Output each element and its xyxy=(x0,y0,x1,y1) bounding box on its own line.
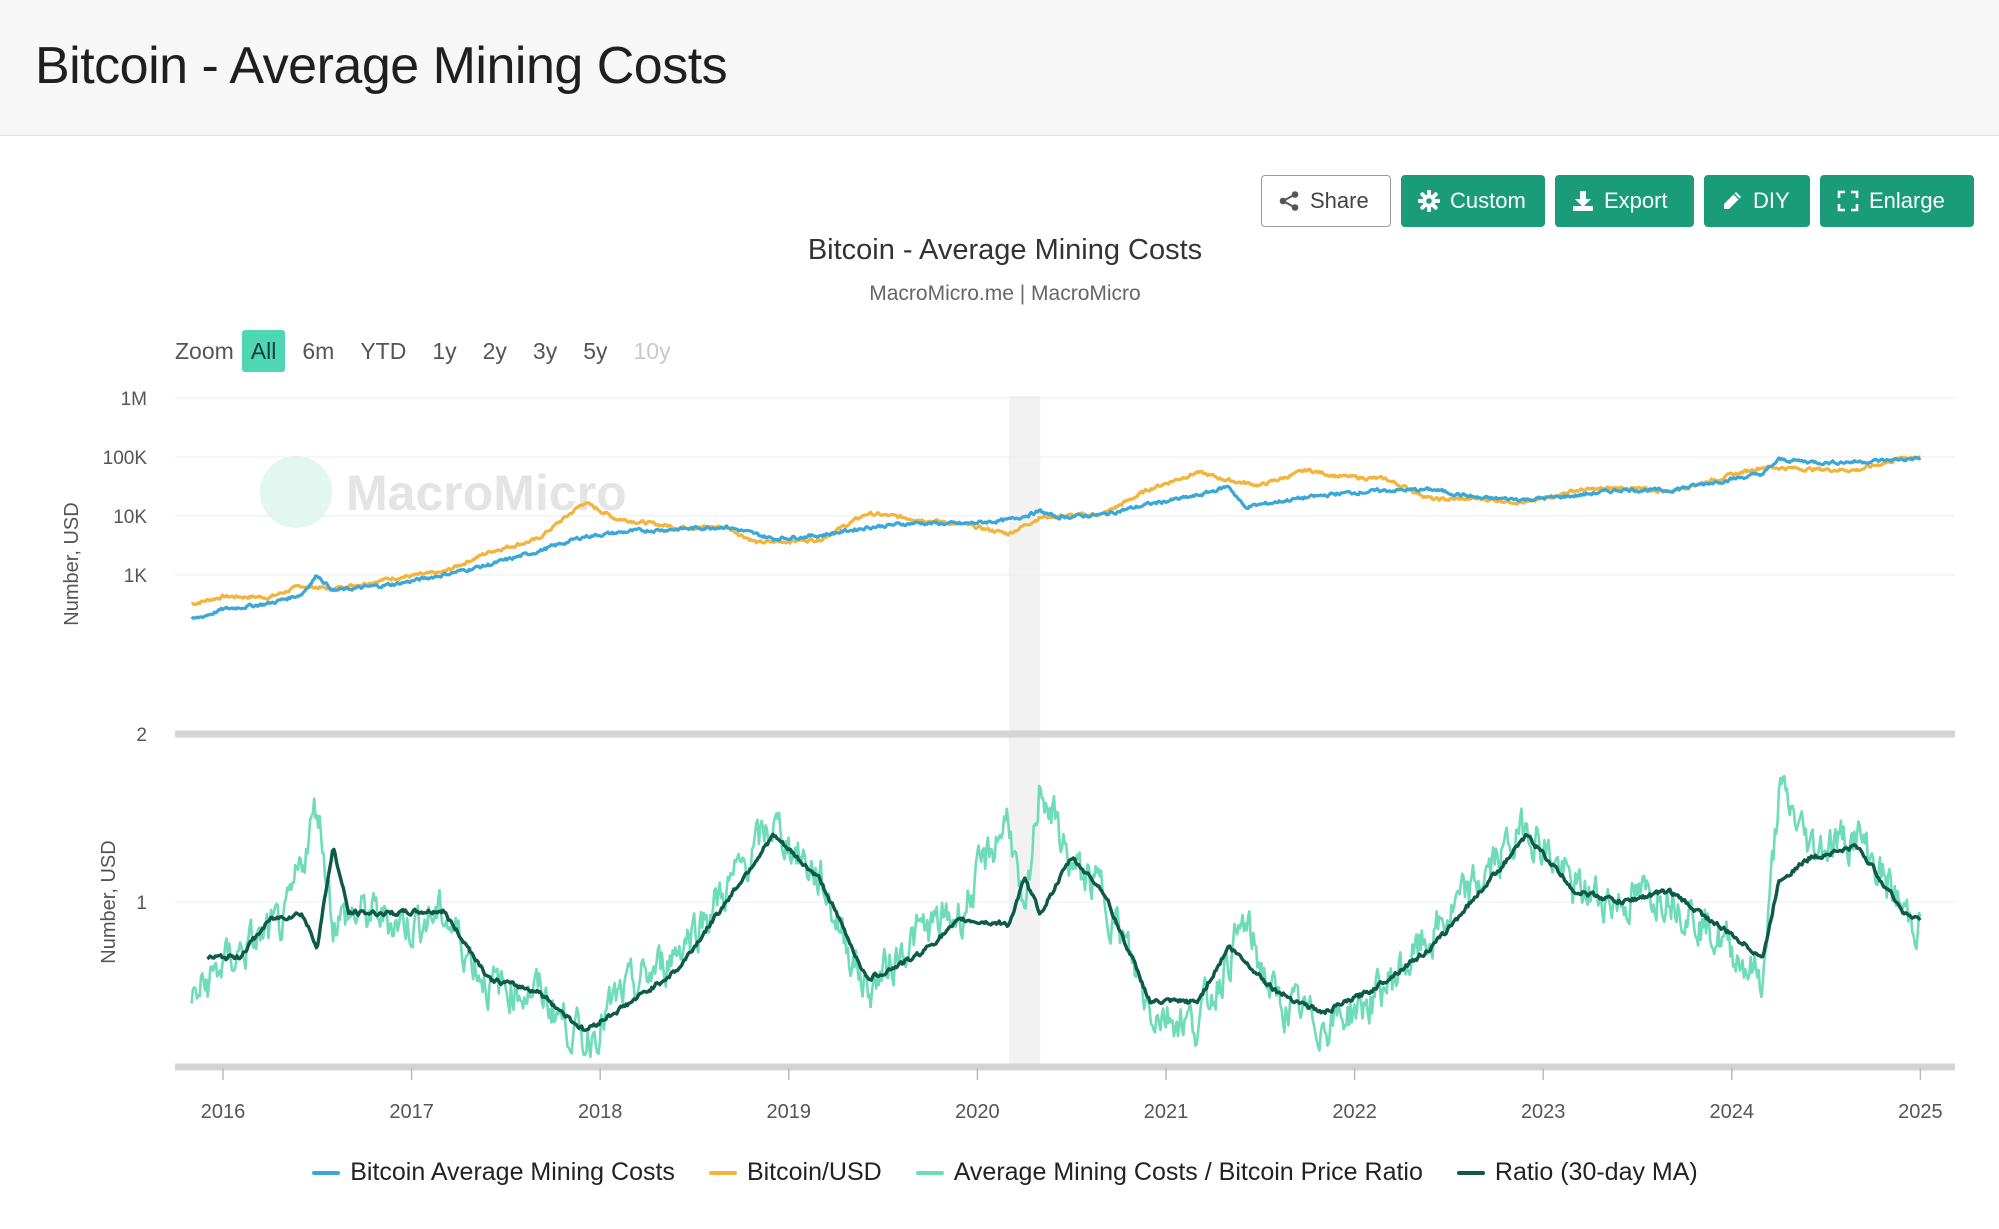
diy-button[interactable]: DIY xyxy=(1704,175,1810,227)
legend-item[interactable]: Average Mining Costs / Bitcoin Price Rat… xyxy=(915,1158,1423,1187)
legend-item[interactable]: Bitcoin/USD xyxy=(708,1158,882,1187)
page-header: Bitcoin - Average Mining Costs xyxy=(0,0,1999,136)
zoom-option-10y: 10y xyxy=(633,338,671,364)
zoom-option-1y[interactable]: 1y xyxy=(432,338,457,364)
watermark-text: MacroMicro xyxy=(346,465,627,521)
chart-subtitle: MacroMicro.me | MacroMicro xyxy=(869,282,1141,305)
zoom-option-6m[interactable]: 6m xyxy=(302,338,335,364)
zoom-option-3y[interactable]: 3y xyxy=(532,338,558,364)
enlarge-button[interactable]: Enlarge xyxy=(1820,175,1974,227)
x-tick-label: 2024 xyxy=(1710,1101,1755,1123)
pencil-icon xyxy=(1724,192,1741,209)
page-title: Bitcoin - Average Mining Costs xyxy=(35,37,728,95)
x-tick-label: 2019 xyxy=(767,1101,812,1123)
legend-swatch xyxy=(915,1170,944,1175)
chart-area: MacroMicro 2 1K 10K 100K 1M Number, USD 1 Number… xyxy=(61,389,1955,1123)
legend-label: Ratio (30-day MA) xyxy=(1494,1158,1698,1186)
enlarge-label: Enlarge xyxy=(1869,188,1945,213)
x-tick-label: 2023 xyxy=(1521,1101,1566,1123)
chart-title: Bitcoin - Average Mining Costs xyxy=(807,234,1203,266)
watermark-logo xyxy=(260,456,332,528)
legend-label: Bitcoin Average Mining Costs xyxy=(350,1158,675,1186)
series-line-mining-cost xyxy=(190,455,1922,621)
share-label: Share xyxy=(1310,188,1369,213)
chart-toolbar: Share Custom Export DIY xyxy=(1261,175,1974,227)
legend-label: Bitcoin/USD xyxy=(746,1158,882,1186)
chart-legend: Bitcoin Average Mining Costs Bitcoin/USD A… xyxy=(0,1158,1999,1187)
export-label: Export xyxy=(1604,188,1668,213)
custom-button[interactable]: Custom xyxy=(1401,175,1545,227)
x-tick-label: 2016 xyxy=(201,1101,246,1123)
y-tick-label: 10K xyxy=(113,507,147,528)
zoom-option-2y[interactable]: 2y xyxy=(482,338,507,364)
legend-item[interactable]: Ratio (30-day MA) xyxy=(1456,1158,1698,1187)
y-tick-label: 1M xyxy=(121,389,147,410)
legend-swatch xyxy=(312,1170,341,1175)
y-tick-label: 100K xyxy=(103,448,148,469)
zoom-option-5y[interactable]: 5y xyxy=(583,338,608,364)
x-tick-label: 2021 xyxy=(1144,1101,1189,1123)
x-tick-label: 2020 xyxy=(955,1101,1000,1123)
x-tick-label: 2017 xyxy=(389,1101,434,1123)
zoom-option-ytd[interactable]: YTD xyxy=(360,338,407,364)
share-button[interactable]: Share xyxy=(1261,175,1391,227)
legend-swatch xyxy=(708,1170,737,1175)
shaded-band xyxy=(1008,396,1041,1064)
y-tick-label: 1K xyxy=(124,566,148,587)
y-axis-label: Number, USD xyxy=(61,502,83,625)
diy-label: DIY xyxy=(1753,188,1790,213)
legend-item[interactable]: Bitcoin Average Mining Costs xyxy=(312,1158,675,1187)
x-tick-label: 2018 xyxy=(578,1101,623,1123)
series-line-ratio-ma xyxy=(206,832,1922,1032)
legend-label: Average Mining Costs / Bitcoin Price Rat… xyxy=(953,1158,1423,1186)
x-tick-label: 2022 xyxy=(1332,1101,1377,1123)
series-line-ratio xyxy=(190,774,1922,1059)
zoom-option-all[interactable]: All xyxy=(241,330,286,372)
export-button[interactable]: Export xyxy=(1555,175,1694,227)
y-axis-label: Number, USD xyxy=(98,840,120,963)
zoom-label: Zoom xyxy=(175,337,234,364)
legend-swatch xyxy=(1456,1170,1485,1175)
y-tick-label: 1 xyxy=(136,893,147,914)
expand-icon xyxy=(1837,190,1859,212)
y-tick-label: 2 xyxy=(136,725,147,746)
custom-label: Custom xyxy=(1450,188,1526,213)
share-icon xyxy=(1279,191,1299,211)
zoom-bar: Zoom All 6m YTD 1y 2y 3y 5y 10y xyxy=(175,330,688,372)
x-tick-label: 2025 xyxy=(1898,1101,1943,1123)
gear-icon xyxy=(1418,190,1440,212)
download-icon xyxy=(1573,191,1593,211)
